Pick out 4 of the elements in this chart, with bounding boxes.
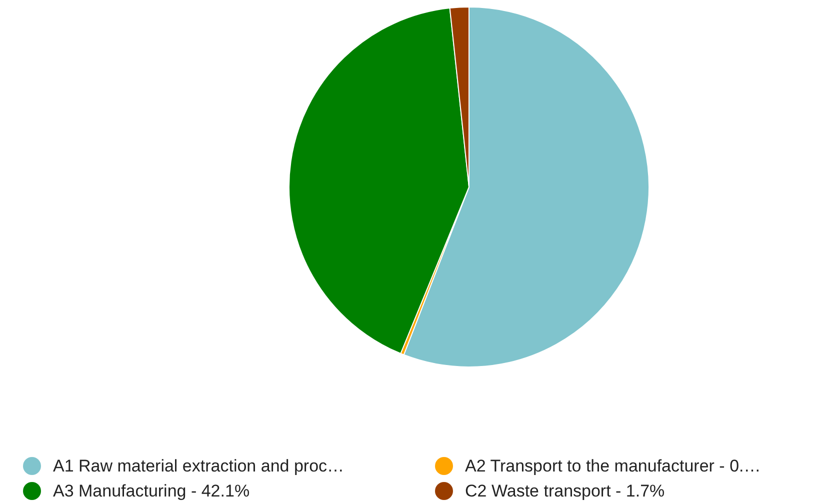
legend-label: A1 Raw material extraction and proc…	[53, 456, 344, 476]
legend-label: A3 Manufacturing - 42.1%	[53, 482, 250, 500]
legend-label: C2 Waste transport - 1.7%	[465, 482, 665, 500]
legend-label: A2 Transport to the manufacturer - 0.…	[465, 456, 761, 476]
